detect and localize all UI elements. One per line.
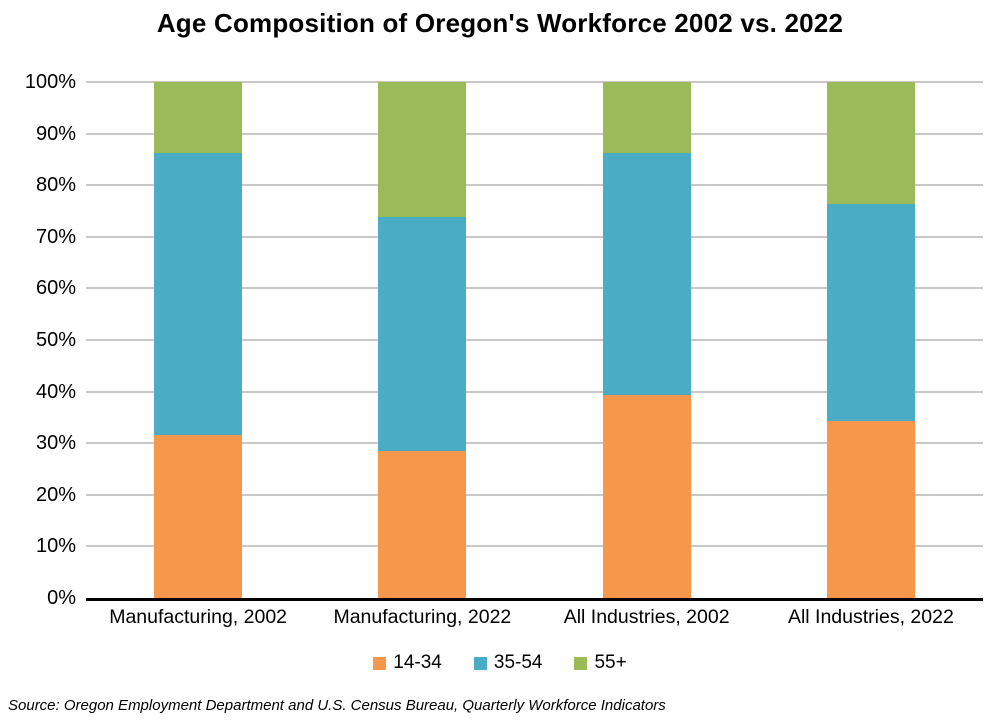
bars-layer (86, 82, 983, 598)
y-tick-label-100: 100% (24, 71, 76, 93)
x-axis-label-3: All Industries, 2002 (563, 606, 730, 628)
y-tick-label-70: 70% (35, 225, 76, 248)
segment-55+ (378, 82, 467, 218)
gridline-30 (86, 442, 983, 445)
stacked-bar-2 (378, 82, 467, 598)
legend-item-55+: 55+ (574, 652, 627, 674)
gridline-70 (86, 235, 983, 238)
segment-14-34 (602, 395, 691, 598)
y-tick-label-10: 10% (35, 535, 76, 558)
x-axis-label-2: Manufacturing, 2022 (333, 606, 512, 628)
gridline-90 (86, 132, 983, 135)
legend-swatch-icon (473, 656, 487, 670)
gridline-60 (86, 287, 983, 290)
segment-55+ (602, 82, 691, 153)
segment-35-54 (826, 203, 915, 421)
bar-slot-3 (535, 82, 759, 598)
y-tick-label-40: 40% (35, 380, 76, 403)
y-axis-ticks: 0% 10% 20% 30% 40% 50% 60% 70% 80% 90% 100% (0, 71, 76, 609)
gridline-20 (86, 493, 983, 496)
y-tick-label-30: 30% (35, 432, 76, 455)
legend-item-35-54: 35-54 (473, 652, 543, 674)
bar-slot-1 (86, 82, 310, 598)
legend-label: 55+ (594, 652, 627, 673)
segment-55+ (154, 82, 243, 154)
gridline-40 (86, 390, 983, 393)
stacked-bar-4 (826, 82, 915, 598)
segment-55+ (826, 82, 915, 204)
y-tick-label-90: 90% (35, 122, 76, 145)
gridline-100 (86, 81, 983, 83)
bar-slot-4 (759, 82, 983, 598)
legend-label: 14-34 (393, 652, 442, 673)
segment-35-54 (602, 152, 691, 396)
stacked-bar-3 (602, 82, 691, 598)
segment-35-54 (154, 153, 243, 436)
y-tick-label-60: 60% (35, 277, 76, 300)
segment-14-34 (826, 420, 915, 598)
gridline-80 (86, 184, 983, 187)
legend-item-14-34: 14-34 (373, 652, 442, 674)
gridline-50 (86, 339, 983, 341)
chart-title: Age Composition of Oregon's Workforce 20… (156, 8, 844, 38)
stacked-bar-1 (154, 82, 243, 598)
source-note: Source: Oregon Employment Department and… (8, 697, 666, 714)
x-axis-labels: Manufacturing, 2002 Manufacturing, 2022 Al… (86, 606, 983, 629)
segment-14-34 (154, 435, 243, 598)
legend: 14-34 35-54 55+ (0, 652, 1000, 674)
segment-35-54 (378, 217, 467, 451)
bar-slot-2 (310, 82, 534, 598)
segment-14-34 (378, 450, 467, 598)
x-axis-label-4: All Industries, 2022 (787, 606, 954, 628)
legend-swatch-icon (574, 656, 588, 670)
gridline-10 (86, 545, 983, 548)
plot-area (86, 81, 983, 601)
y-tick-label-0: 0% (47, 587, 76, 609)
legend-swatch-icon (373, 656, 387, 670)
y-tick-label-50: 50% (35, 329, 76, 351)
y-tick-label-20: 20% (35, 483, 76, 506)
legend-label: 35-54 (493, 652, 543, 673)
y-tick-label-80: 80% (35, 174, 76, 197)
x-axis-label-1: Manufacturing, 2002 (109, 606, 288, 628)
